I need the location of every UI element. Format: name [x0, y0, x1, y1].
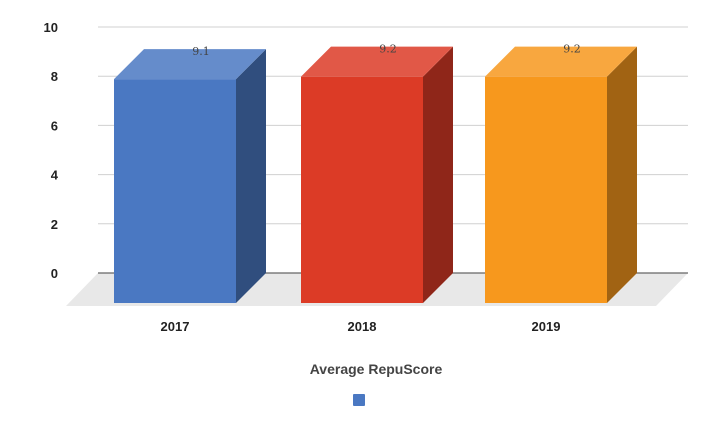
bar-front-face: [301, 76, 423, 304]
bar-top-face: [485, 46, 637, 77]
x-axis-ticks: 2017 2018 2019: [161, 319, 561, 334]
bar-top-face: [114, 49, 266, 80]
bar-front-face: [485, 76, 607, 304]
y-tick-label: 6: [51, 118, 58, 133]
bar-top-face: [301, 46, 453, 77]
bar-series: [114, 46, 637, 304]
bar: [114, 49, 266, 303]
legend-swatch: [353, 394, 365, 406]
x-tick-label: 2017: [161, 319, 190, 334]
legend-label: Average RepuScore: [310, 361, 443, 377]
y-tick-label: 2: [51, 217, 58, 232]
data-label: 9.2: [563, 43, 581, 56]
data-label: 9.2: [379, 43, 397, 56]
bar-side-face: [423, 46, 453, 304]
x-tick-label: 2018: [348, 319, 377, 334]
y-axis-ticks: 0 2 4 6 8 10: [44, 20, 59, 281]
y-tick-label: 4: [51, 168, 59, 183]
y-tick-label: 10: [44, 20, 58, 35]
y-tick-label: 8: [51, 69, 58, 84]
bar-side-face: [236, 49, 266, 303]
data-label: 9.1: [192, 45, 210, 58]
bar-front-face: [114, 79, 236, 303]
data-labels: 9.1 9.2 9.2: [192, 43, 581, 58]
x-tick-label: 2019: [532, 319, 561, 334]
bar: [301, 46, 453, 304]
bar: [485, 46, 637, 304]
y-tick-label: 0: [51, 266, 58, 281]
bar-side-face: [607, 46, 637, 304]
